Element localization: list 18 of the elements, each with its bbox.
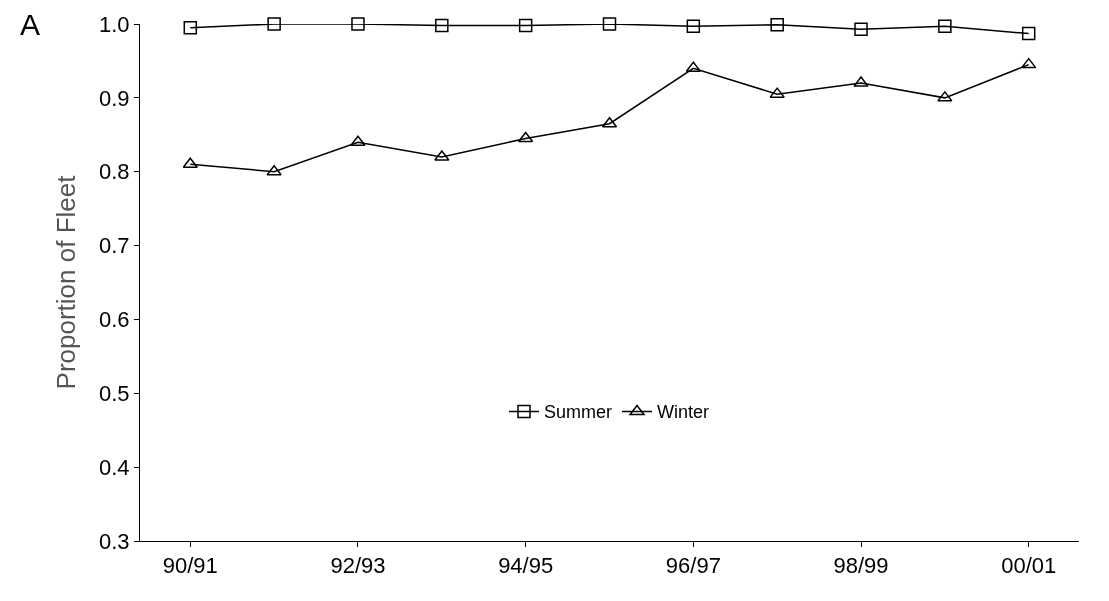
x-tick-label: 90/91 (162, 553, 218, 579)
x-tick-label: 96/97 (665, 553, 721, 579)
x-tick-label: 92/93 (330, 553, 386, 579)
y-tick-label: 1.0 (99, 11, 130, 37)
x-tick-label: 94/95 (498, 553, 554, 579)
x-tick-label: 98/99 (833, 553, 889, 579)
y-tick-label: 0.4 (99, 454, 130, 480)
y-axis-title: Proportion of Fleet (51, 174, 82, 390)
y-tick-label: 0.7 (99, 233, 130, 259)
y-tick-label: 0.3 (99, 528, 130, 554)
y-tick-label: 0.8 (99, 159, 130, 185)
y-tick-label: 0.9 (99, 85, 130, 111)
y-tick-label: 0.6 (99, 307, 130, 333)
y-tick-label: 0.5 (99, 380, 130, 406)
legend-label: Summer (544, 402, 613, 423)
legend-label: Winter (657, 402, 710, 423)
x-tick-label: 00/01 (1001, 553, 1057, 579)
text: A (20, 8, 41, 41)
